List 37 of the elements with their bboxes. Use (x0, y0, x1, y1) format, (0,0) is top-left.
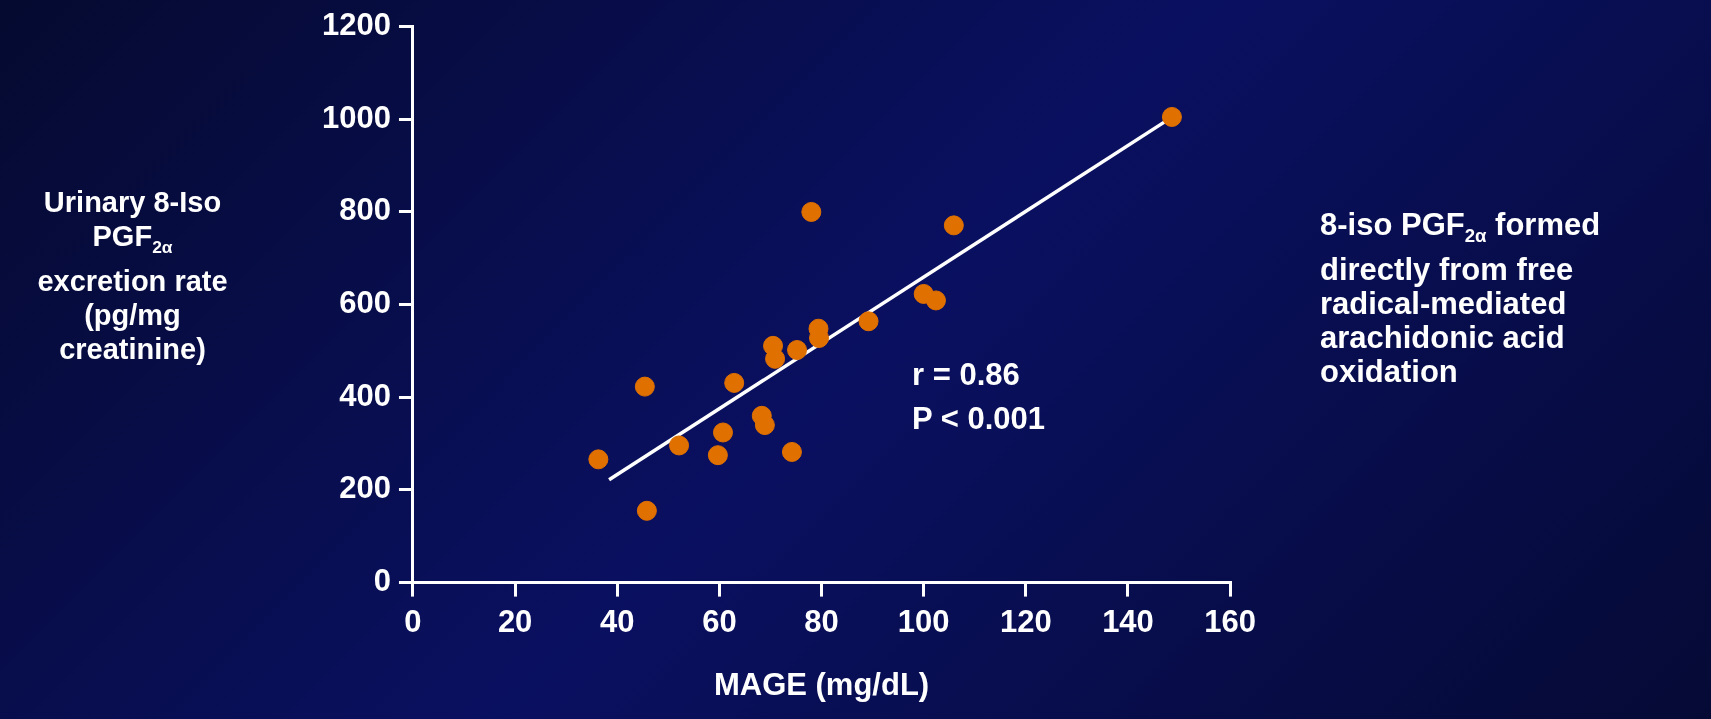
x-tick-label: 160 (1204, 603, 1257, 639)
x-tick-label: 140 (1102, 603, 1154, 639)
y-tick-label: 1200 (321, 7, 391, 43)
y-tick-label: 0 (373, 563, 391, 599)
point (787, 340, 808, 361)
point (588, 449, 609, 470)
point (707, 445, 728, 466)
x-tick-label: 60 (702, 603, 737, 639)
point (636, 500, 657, 521)
x-tick-label: 100 (897, 603, 950, 639)
y-tick-label: 600 (339, 285, 391, 321)
point (669, 435, 690, 456)
point (724, 372, 745, 393)
point (801, 201, 822, 222)
point (925, 290, 946, 311)
x-tick-label: 0 (404, 603, 422, 639)
point (943, 215, 964, 236)
y-tick-label: 800 (339, 192, 391, 228)
point (754, 415, 775, 436)
point (634, 376, 655, 397)
text: 8-iso PGF$_{2α}$ formed directly from free radical-mediated arachidonic acid oxidation (1320, 207, 1602, 390)
point (1161, 106, 1182, 127)
y-tick-label: 400 (339, 377, 391, 413)
point (765, 348, 786, 369)
point (781, 441, 802, 462)
point (858, 311, 879, 332)
y-axis-title: Urinary 8-Iso PGF$_{2α}$ excretion rate (pg/mg creatinine) (36, 185, 229, 366)
x-tick-label: 120 (999, 603, 1052, 639)
annotation: r = 0.86 (912, 357, 1020, 392)
x-tick-label: 20 (497, 603, 533, 639)
y-tick-label: 200 (339, 470, 391, 506)
x-axis-title: MAGE (mg/dL) (713, 666, 930, 702)
x-tick-label: 40 (600, 603, 635, 639)
x-tick-label: 80 (804, 603, 839, 639)
point (712, 422, 733, 443)
annotation: P < 0.001 (912, 401, 1046, 436)
y-tick-label: 1000 (321, 99, 391, 135)
